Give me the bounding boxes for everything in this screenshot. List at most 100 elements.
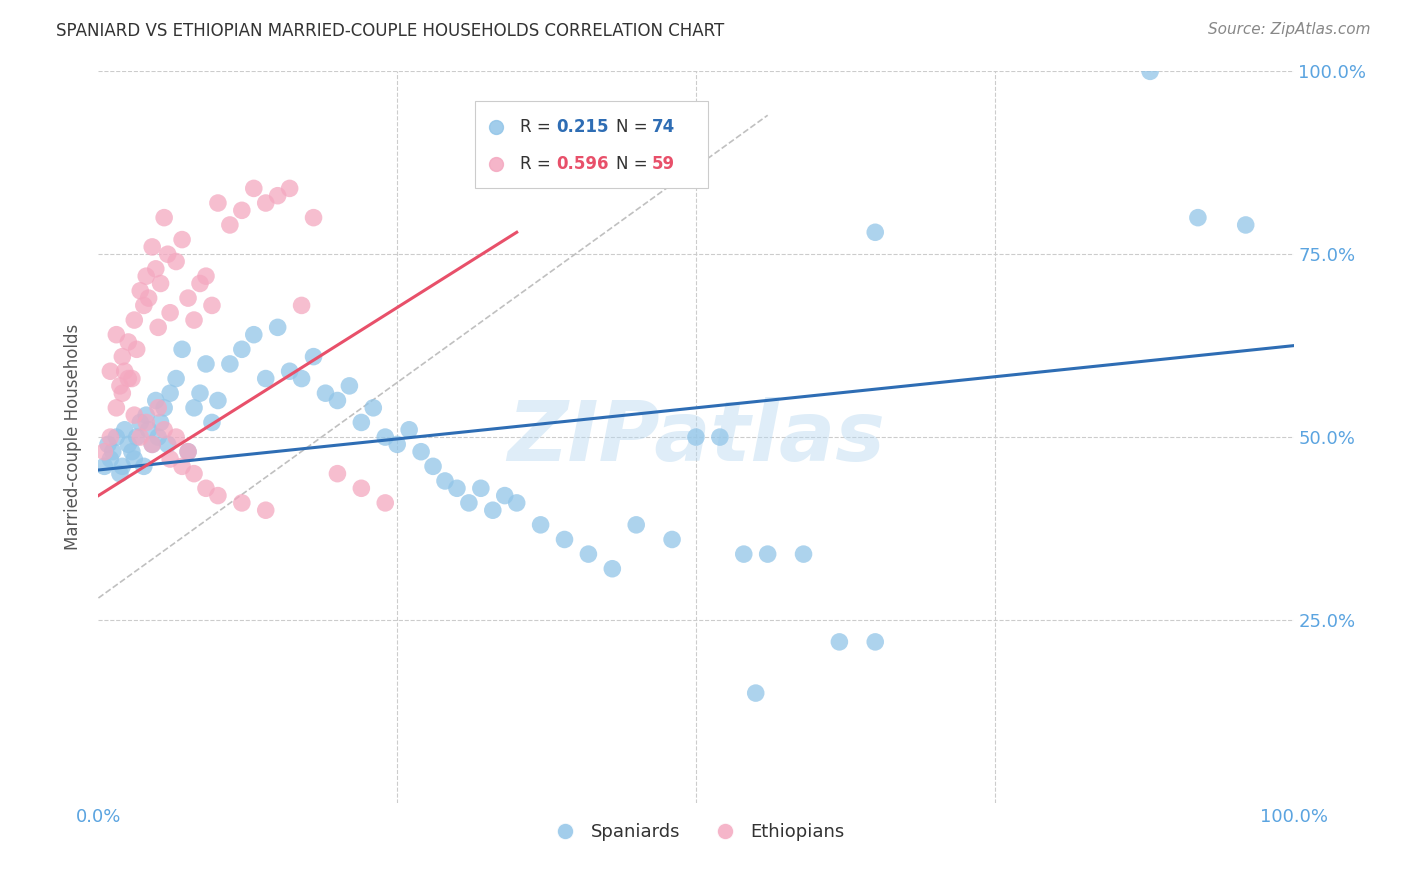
Point: [124, 313, 146, 327]
Point: [243, 327, 266, 342]
Point: [578, 547, 600, 561]
Point: [145, 393, 167, 408]
Point: [98, 430, 122, 444]
Point: [363, 401, 385, 415]
Point: [172, 459, 194, 474]
Point: [254, 371, 277, 385]
Text: R =: R =: [520, 118, 557, 136]
Point: [195, 269, 218, 284]
Point: [302, 211, 325, 225]
Point: [141, 437, 163, 451]
Point: [111, 386, 134, 401]
Point: [267, 188, 290, 202]
Point: [124, 408, 146, 422]
Point: [385, 437, 409, 451]
Point: [148, 430, 170, 444]
Point: [111, 459, 134, 474]
Point: [254, 503, 277, 517]
Y-axis label: Married-couple Households: Married-couple Households: [65, 324, 83, 550]
Point: [129, 416, 152, 430]
Point: [183, 313, 205, 327]
Point: [93, 459, 115, 474]
Point: [685, 430, 707, 444]
Point: [138, 423, 160, 437]
Point: [207, 489, 229, 503]
Point: [195, 357, 218, 371]
Point: [108, 379, 131, 393]
Point: [661, 533, 683, 547]
Point: [159, 452, 181, 467]
Point: [195, 481, 218, 495]
Point: [117, 334, 139, 349]
Point: [117, 371, 139, 385]
Point: [111, 350, 134, 364]
Point: [398, 423, 420, 437]
Point: [177, 444, 200, 458]
Point: [231, 343, 253, 357]
Point: [149, 277, 172, 291]
Point: [865, 225, 887, 239]
Point: [98, 364, 122, 378]
Point: [125, 430, 148, 444]
Point: [326, 393, 349, 408]
Text: 59: 59: [652, 155, 675, 173]
Point: [121, 444, 143, 458]
Point: [132, 298, 155, 312]
Point: [135, 416, 157, 430]
Point: [156, 437, 179, 451]
Point: [267, 320, 290, 334]
Point: [165, 430, 187, 444]
Point: [114, 423, 136, 437]
Point: [153, 211, 176, 225]
Point: [121, 371, 143, 385]
Point: [350, 416, 373, 430]
Point: [374, 496, 396, 510]
Point: [1139, 64, 1161, 78]
Point: [278, 181, 301, 195]
FancyBboxPatch shape: [475, 101, 709, 188]
Point: [117, 437, 139, 451]
Point: [153, 423, 176, 437]
Text: N =: N =: [616, 118, 652, 136]
Point: [188, 277, 211, 291]
Point: [135, 269, 157, 284]
Point: [231, 203, 253, 218]
Point: [153, 401, 176, 415]
Point: [374, 430, 396, 444]
Point: [149, 416, 172, 430]
Point: [291, 298, 314, 312]
Point: [145, 261, 167, 276]
Point: [446, 481, 468, 495]
Point: [132, 459, 155, 474]
Point: [177, 291, 200, 305]
Point: [554, 533, 576, 547]
Point: [148, 320, 170, 334]
Point: [183, 467, 205, 481]
Point: [602, 562, 624, 576]
Point: [98, 452, 122, 467]
Point: [172, 343, 194, 357]
Point: [291, 371, 314, 385]
Point: [177, 444, 200, 458]
Point: [93, 444, 115, 458]
Point: [626, 517, 648, 532]
Point: [114, 364, 136, 378]
Point: [339, 379, 361, 393]
Point: [793, 547, 815, 561]
Point: [207, 196, 229, 211]
Point: [254, 196, 277, 211]
Point: [530, 517, 553, 532]
Point: [105, 401, 128, 415]
Point: [159, 386, 181, 401]
Text: ZIPatlas: ZIPatlas: [508, 397, 884, 477]
Point: [315, 386, 337, 401]
Point: [733, 547, 755, 561]
Point: [135, 408, 157, 422]
Point: [865, 635, 887, 649]
Point: [756, 547, 779, 561]
Point: [411, 444, 433, 458]
Point: [278, 364, 301, 378]
Point: [141, 240, 163, 254]
Point: [165, 254, 187, 268]
Point: [129, 430, 152, 444]
